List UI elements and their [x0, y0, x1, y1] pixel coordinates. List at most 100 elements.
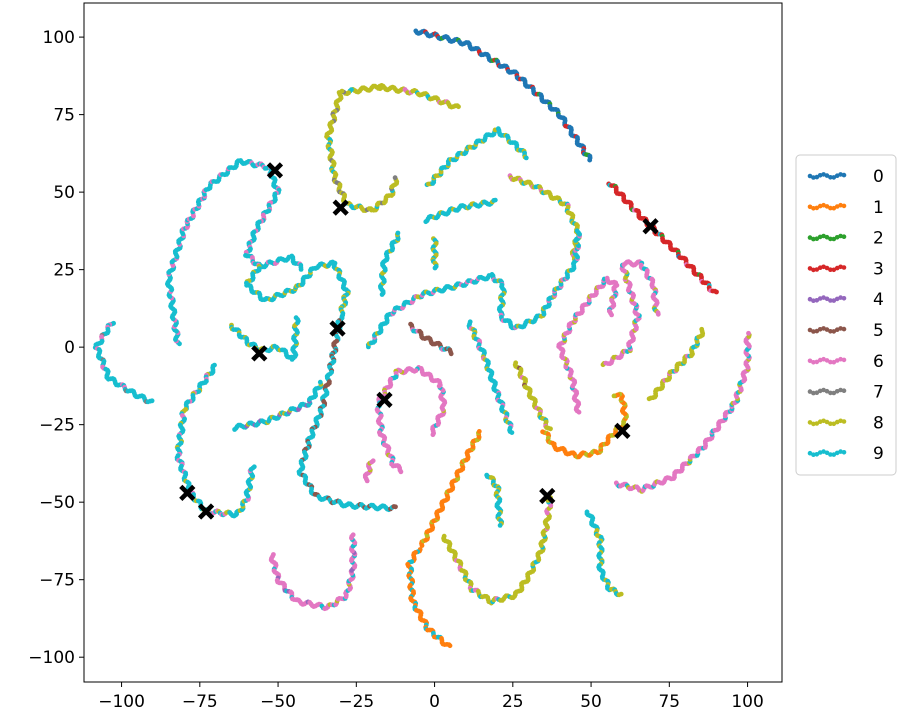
x-axis-ticks: −100 −75 −50 −25 0 25 50 75 100 [98, 682, 764, 712]
scatter-point [548, 426, 553, 432]
x-tick-label: −25 [338, 692, 374, 712]
scatter-point [492, 197, 498, 203]
centroid-marker [376, 391, 393, 408]
legend-label: 3 [873, 259, 884, 279]
scatter-cluster [165, 158, 304, 347]
scatter-cluster [423, 197, 498, 225]
scatter-cluster [466, 319, 515, 435]
scatter-cluster [296, 314, 398, 513]
legend-label: 9 [873, 444, 884, 464]
y-tick-label: −75 [39, 571, 75, 591]
legend-item: 3 [807, 259, 884, 279]
scatter-point [298, 267, 304, 272]
legend-item: 2 [807, 229, 884, 249]
scatter-point [509, 430, 515, 435]
legend-swatch [807, 356, 847, 365]
y-tick-label: 0 [64, 338, 75, 358]
legend-label: 1 [873, 198, 884, 218]
scatter-cluster [584, 509, 624, 598]
scatter-point [395, 230, 401, 236]
x-tick-label: 100 [731, 692, 763, 712]
scatter-cluster [268, 532, 358, 612]
scatter-point [432, 265, 438, 271]
scatter-cluster [606, 181, 719, 295]
legend-swatch [807, 449, 847, 458]
y-tick-label: −25 [39, 416, 75, 436]
legend-swatch [807, 202, 847, 211]
x-tick-label: 25 [502, 692, 524, 712]
scatter-cluster [375, 83, 461, 110]
legend-swatch [807, 264, 847, 273]
legend-item: 5 [807, 321, 884, 341]
legend-swatch [807, 295, 847, 304]
scatter-point [655, 311, 661, 317]
scatter-point [618, 591, 624, 597]
legend-item: 1 [807, 198, 884, 218]
centroid-marker [266, 162, 284, 179]
x-tick-label: −75 [182, 692, 218, 712]
centroid-marker [251, 345, 268, 362]
scatter-cluster [365, 228, 582, 350]
scatter-cluster [419, 429, 482, 548]
legend-label: 6 [873, 352, 884, 372]
y-tick-label: −100 [28, 648, 75, 668]
legend-item: 0 [807, 167, 884, 187]
scatter-cluster [174, 362, 257, 519]
scatter-point [317, 379, 323, 385]
scatter-cluster [324, 83, 400, 214]
legend-swatch [807, 172, 847, 180]
x-tick-label: 50 [580, 692, 602, 712]
scatter-point [447, 643, 453, 649]
legend-item: 8 [807, 413, 884, 433]
scatter-point [609, 312, 614, 318]
legend-label: 4 [873, 290, 884, 310]
centroid-marker [539, 487, 556, 505]
centroid-markers [179, 162, 659, 520]
y-axis-ticks: −100 −75 −50 −25 0 25 50 75 100 [28, 28, 84, 668]
centroid-marker [614, 422, 631, 439]
x-tick-label: −100 [98, 692, 145, 712]
scatter-point [574, 228, 580, 234]
scatter-cluster [556, 275, 620, 415]
legend-label: 5 [873, 321, 884, 341]
axes-frame [83, 2, 783, 683]
scatter-point [393, 504, 398, 510]
scatter-point [149, 398, 155, 404]
scatter-point [398, 469, 404, 475]
y-tick-label: 25 [53, 261, 75, 281]
scatter-point [448, 351, 454, 357]
scatter-cluster [229, 315, 301, 362]
scatter-point [497, 523, 503, 528]
scatter-cluster [413, 28, 593, 163]
legend-swatch [807, 387, 847, 396]
scatter-cluster [512, 360, 553, 432]
y-tick-label: 100 [43, 28, 75, 48]
legend-swatch [807, 326, 847, 334]
legend-swatch [807, 418, 847, 427]
legend: 0 1 2 3 4 5 6 7 8 9 [795, 154, 897, 476]
scatter-point [251, 464, 257, 470]
scatter-cluster [646, 326, 706, 402]
scatter-cluster [540, 391, 629, 460]
scatter-cluster [378, 230, 401, 297]
centroid-marker [197, 503, 215, 520]
x-tick-label: −50 [260, 692, 296, 712]
x-tick-label: 75 [658, 692, 680, 712]
centroid-marker [332, 199, 349, 216]
scatter-cluster [244, 259, 351, 318]
scatter-point [456, 104, 461, 110]
scatter-cluster [600, 259, 661, 368]
scatter-cluster [430, 236, 439, 271]
scatter-point [587, 157, 593, 163]
centroid-marker [179, 484, 196, 501]
scatter-cluster [232, 379, 324, 432]
legend-item: 4 [807, 290, 884, 310]
legend-label: 0 [873, 167, 884, 187]
scatter-points [92, 28, 752, 649]
x-tick-label: 0 [429, 692, 440, 712]
scatter-point [392, 175, 398, 181]
scatter-cluster [441, 495, 554, 606]
scatter-cluster [507, 173, 582, 262]
centroid-marker [642, 218, 659, 235]
